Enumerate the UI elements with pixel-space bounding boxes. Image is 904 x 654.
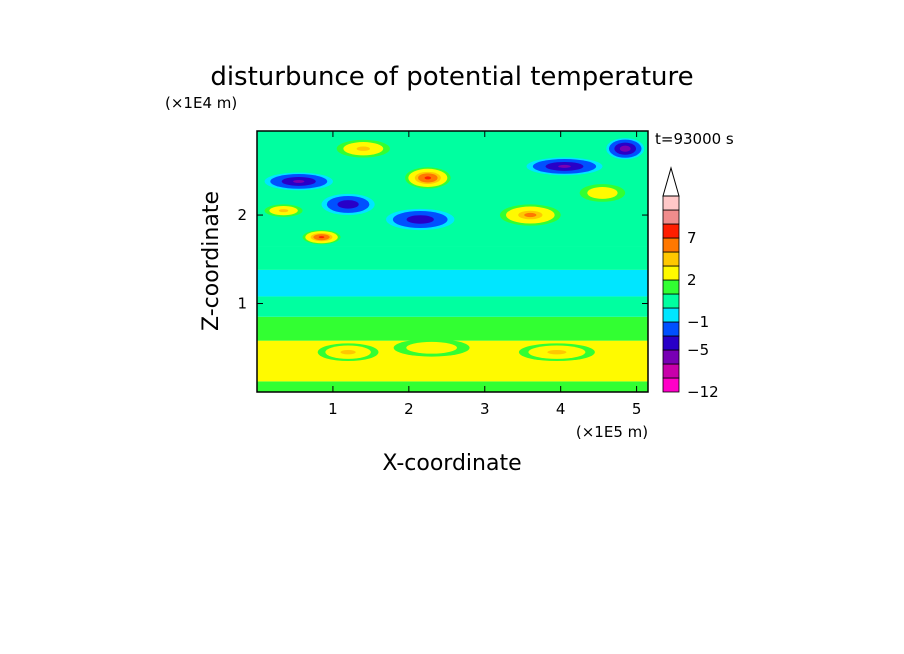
chart-title: disturbunce of potential temperature [210,62,693,92]
y-axis-title: Z-coordinate [199,191,224,331]
field-feature-11 [317,343,379,362]
plot-frame [256,130,649,393]
colorbar-swatch-9 [662,251,680,267]
field-feature-1 [321,193,375,216]
field-feature-8 [336,139,390,158]
colorbar-swatch-1 [662,363,680,379]
colorbar-label: 2 [687,271,697,289]
y-tick-label: 2 [237,206,247,224]
field-feature-13 [393,338,470,357]
colorbar-extend-arrow [662,166,680,197]
x-tick-label: 3 [480,400,490,418]
colorbar-label: −12 [687,383,719,401]
colorbar-swatch-13 [662,195,680,211]
colorbar-swatch-4 [662,321,680,337]
field-feature-7 [499,204,561,226]
colorbar-swatch-0 [662,377,680,393]
x-unit-label: (×1E5 m) [576,423,648,441]
colorbar-label: 7 [687,229,697,247]
x-tick-label: 2 [404,400,414,418]
x-tick-label: 5 [632,400,642,418]
x-axis: 1 2 3 4 5 [328,131,641,418]
colorbar-label: −5 [687,341,709,359]
x-axis-title: X-coordinate [382,451,521,476]
field-feature-3 [526,157,603,176]
field-feature-0 [264,172,333,191]
field-band-4 [257,269,648,297]
x-tick-label: 1 [328,400,338,418]
field-feature-5 [302,230,341,245]
colorbar: −12−5−127 [662,166,719,401]
colorbar-swatch-11 [662,223,680,239]
colorbar-label: −1 [687,313,709,331]
field-band-5 [257,246,648,270]
field-band-0 [257,381,648,392]
y-tick-label: 1 [237,295,247,313]
field-feature-10 [579,184,626,202]
field-feature-9 [264,204,303,217]
field-feature-6 [405,167,451,189]
colorbar-swatch-3 [662,335,680,351]
x-tick-label: 4 [556,400,566,418]
colorbar-swatch-6 [662,293,680,309]
field-band-2 [257,316,648,341]
colorbar-swatch-7 [662,279,680,295]
colorbar-swatch-8 [662,265,680,281]
field-feature-4 [606,138,645,160]
colorbar-swatch-5 [662,307,680,323]
time-label: t=93000 s [655,130,734,148]
colorbar-swatch-12 [662,209,680,225]
heatmap-field [257,131,648,392]
field-band-3 [257,296,648,317]
colorbar-swatch-2 [662,349,680,365]
field-feature-2 [386,208,455,231]
y-axis: 12 [237,206,648,313]
y-unit-label: (×1E4 m) [165,94,237,112]
field-feature-12 [518,343,595,362]
colorbar-swatch-10 [662,237,680,253]
